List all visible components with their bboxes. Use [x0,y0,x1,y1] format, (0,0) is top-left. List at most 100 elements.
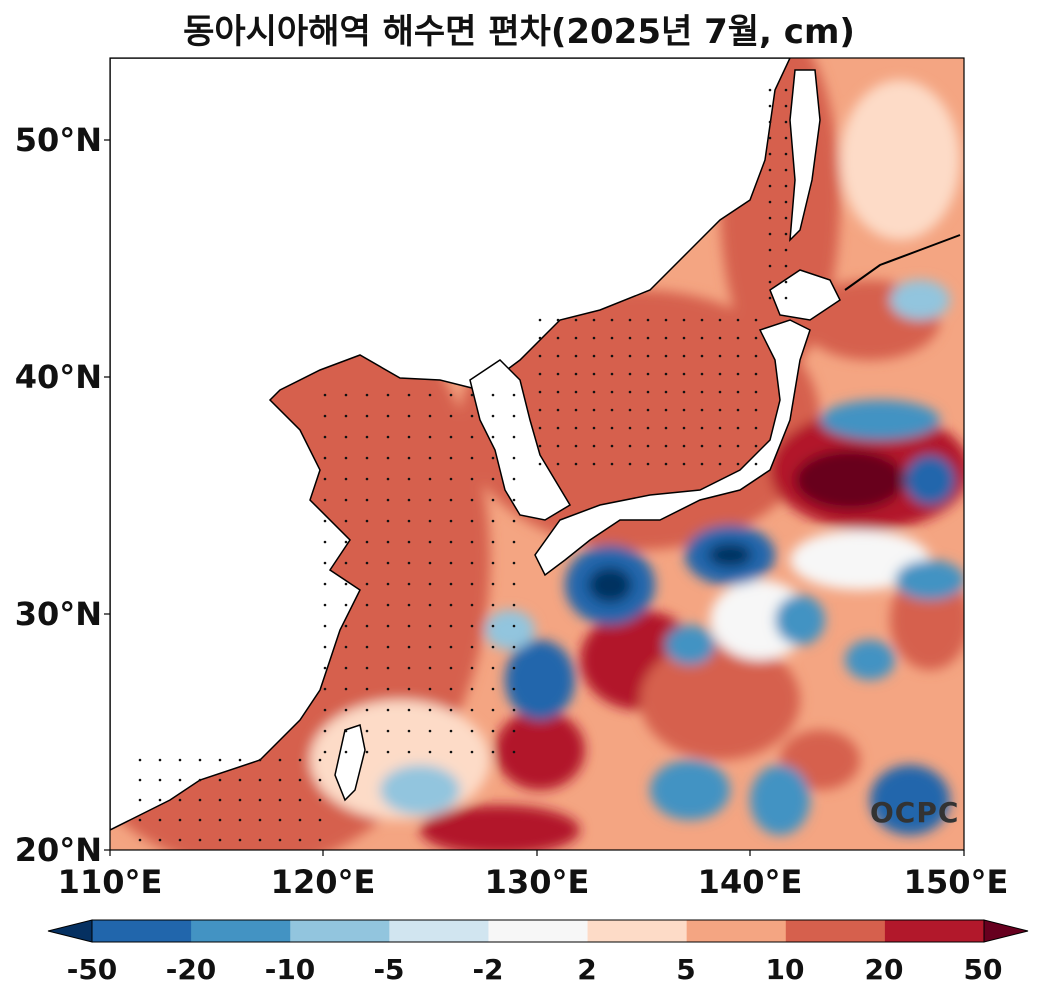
significance-dot [556,372,560,376]
significance-dot [646,318,650,322]
significance-dot [682,354,686,358]
significance-dot [754,336,758,340]
significance-dot [365,645,369,649]
significance-dot [538,462,542,466]
significance-dot [628,390,632,394]
significance-dot [556,318,560,322]
significance-dot [610,354,614,358]
significance-dot [512,561,516,565]
significance-dot [449,645,453,649]
significance-dot [512,645,516,649]
significance-dot [768,248,772,252]
significance-dot [238,798,242,802]
significance-dot [574,354,578,358]
significance-dot [538,318,542,322]
significance-dot [449,498,453,502]
significance-dot [628,372,632,376]
significance-dot [556,408,560,412]
significance-dot [700,408,704,412]
significance-dot [491,624,495,628]
lat-label-20: 20°N [14,831,102,869]
colorbar-extend-high [984,920,1028,942]
significance-dot [512,456,516,460]
colorbar-label: -2 [472,953,504,986]
significance-dot [344,750,348,754]
significance-dot [556,336,560,340]
significance-dot [386,666,390,670]
significance-dot [736,408,740,412]
significance-dot [718,354,722,358]
significance-dot [407,666,411,670]
significance-dot [407,561,411,565]
lon-label-110: 110°E [57,863,163,901]
significance-dot [768,280,772,284]
colorbar-label: 20 [864,953,904,986]
significance-dot [646,408,650,412]
sakhalin [789,69,821,242]
significance-dot [344,666,348,670]
significance-dot [538,408,542,412]
significance-dot [538,390,542,394]
significance-dot [386,477,390,481]
significance-dot [784,120,788,124]
significance-dot [754,354,758,358]
significance-dot [428,603,432,607]
significance-dot [428,414,432,418]
significance-dot [178,758,182,762]
significance-dot [470,414,474,418]
hokkaido [769,269,841,321]
significance-dot [365,708,369,712]
significance-dot [754,372,758,376]
significance-dot [512,666,516,670]
significance-dot [610,462,614,466]
significance-dot [512,624,516,628]
significance-dot [718,336,722,340]
map-title: 동아시아해역 해수면 편차(2025년 7월, cm) [183,12,855,52]
significance-dot [428,708,432,712]
significance-dot [768,168,772,172]
significance-dot [628,444,632,448]
significance-dot [592,318,596,322]
significance-dot [512,687,516,691]
significance-dot [258,838,262,842]
significance-dot [538,354,542,358]
significance-dot [323,477,327,481]
significance-dot [470,750,474,754]
significance-dot [386,456,390,460]
significance-dot [449,561,453,565]
significance-dot [428,477,432,481]
significance-dot [428,393,432,397]
significance-dot [628,426,632,430]
significance-dot [754,462,758,466]
significance-dot [512,435,516,439]
colorbar-cell [389,920,489,942]
colorbar-label: -20 [165,953,217,986]
significance-dot [574,462,578,466]
significance-dot [428,687,432,691]
korean-peninsula [469,359,572,521]
significance-dot [556,426,560,430]
significance-dot [784,264,788,268]
significance-dot [768,216,772,220]
significance-dot [158,818,162,822]
significance-dot [682,318,686,322]
significance-dot [646,444,650,448]
significance-dot [592,390,596,394]
significance-dot [664,390,668,394]
significance-dot [138,798,142,802]
significance-dot [138,838,142,842]
significance-dot [323,708,327,712]
significance-dot [512,603,516,607]
significance-dot [628,408,632,412]
significance-dot [386,498,390,502]
significance-dot [278,838,282,842]
significance-dot [323,750,327,754]
significance-dot [700,390,704,394]
significance-dot [428,498,432,502]
significance-dot [258,778,262,782]
significance-dot [298,778,302,782]
significance-dot [158,778,162,782]
significance-dot [512,582,516,586]
significance-dot [344,645,348,649]
significance-dot [323,645,327,649]
